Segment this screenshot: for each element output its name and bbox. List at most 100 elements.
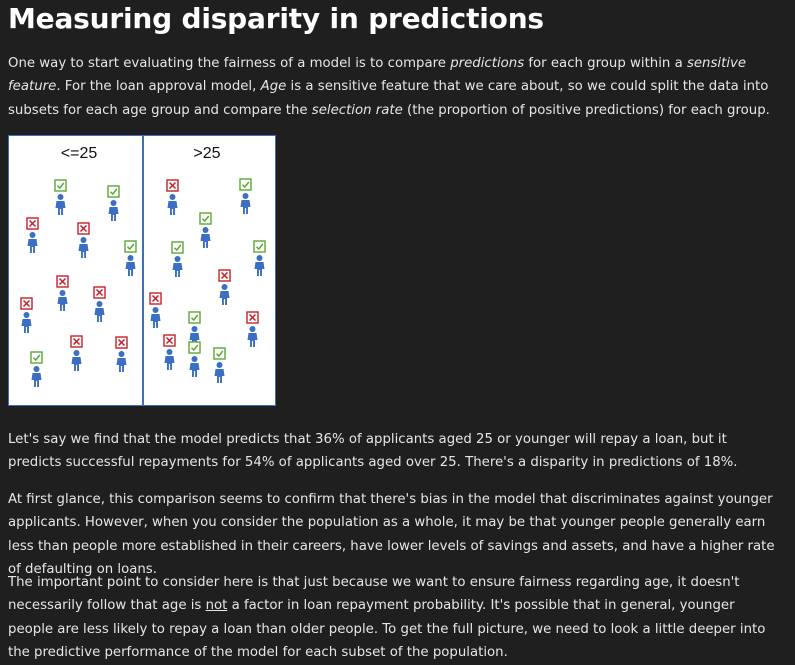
check-icon: [30, 351, 43, 364]
conclusion-paragraph: The important point to consider here is …: [8, 575, 766, 661]
person-icon: [240, 200, 251, 214]
person-icon: [254, 262, 265, 276]
check-mark: [190, 314, 199, 322]
person-head: [152, 307, 159, 313]
person-icon: [94, 308, 105, 322]
person-marker: [56, 275, 69, 311]
person-marker: [149, 292, 162, 328]
person-marker: [239, 178, 252, 214]
check-mark: [56, 182, 65, 190]
person-head: [59, 290, 66, 296]
person-marker: [115, 336, 128, 372]
person-marker: [163, 334, 176, 370]
person-marker: [253, 240, 266, 276]
person-marker: [166, 179, 179, 215]
check-mark: [241, 181, 250, 189]
check-icon: [124, 240, 137, 253]
person-head: [242, 193, 249, 199]
cross-mark: [168, 181, 177, 190]
person-head: [57, 194, 64, 200]
check-mark: [255, 243, 264, 251]
person-icon: [31, 373, 42, 387]
person-marker: [107, 185, 120, 221]
person-marker: [30, 351, 43, 387]
person-head: [169, 194, 176, 200]
person-head: [174, 256, 181, 262]
cross-mark: [248, 313, 257, 322]
person-head: [166, 349, 173, 355]
check-icon: [199, 212, 212, 225]
check-icon: [188, 311, 201, 324]
person-head: [23, 312, 30, 318]
person-icon: [116, 358, 127, 372]
person-head: [73, 350, 80, 356]
person-marker: [77, 222, 90, 258]
person-icon: [55, 201, 66, 215]
person-head: [202, 227, 209, 233]
person-marker: [93, 286, 106, 322]
check-icon: [253, 240, 266, 253]
cross-mark: [220, 271, 229, 280]
person-icon: [150, 314, 161, 328]
right-group-label: >25: [193, 145, 220, 162]
cross-mark: [151, 294, 160, 303]
person-marker: [70, 335, 83, 371]
age-group-figure: <=25 >25: [8, 135, 276, 406]
cross-mark: [58, 277, 67, 286]
person-head: [191, 326, 198, 332]
person-icon: [57, 297, 68, 311]
person-head: [118, 351, 125, 357]
person-head: [216, 362, 223, 368]
age-group-diagram: <=25 >25: [20, 136, 266, 405]
person-marker: [171, 241, 184, 277]
person-icon: [71, 357, 82, 371]
cross-mark: [79, 224, 88, 233]
person-marker: [218, 269, 231, 305]
person-marker: [246, 311, 259, 347]
cross-mark: [165, 336, 174, 345]
person-icon: [164, 356, 175, 370]
person-icon: [172, 263, 183, 277]
left-group-label: <=25: [61, 145, 98, 162]
bias-paragraph: At first glance, this comparison seems t…: [8, 492, 775, 578]
check-mark: [190, 344, 199, 352]
person-head: [256, 255, 263, 261]
check-icon: [239, 178, 252, 191]
check-icon: [188, 341, 201, 354]
person-icon: [189, 363, 200, 377]
check-icon: [54, 179, 67, 192]
person-head: [221, 284, 228, 290]
person-head: [33, 366, 40, 372]
check-mark: [201, 215, 210, 223]
cross-mark: [22, 299, 31, 308]
person-icon: [214, 369, 225, 383]
intro-paragraph: One way to start evaluating the fairness…: [8, 56, 770, 118]
person-icon: [167, 201, 178, 215]
person-head: [127, 255, 134, 261]
person-head: [110, 200, 117, 206]
check-icon: [213, 347, 226, 360]
check-icon: [171, 241, 184, 254]
person-marker: [213, 347, 226, 383]
cross-mark: [72, 337, 81, 346]
person-marker: [26, 217, 39, 253]
check-mark: [126, 243, 135, 251]
cross-mark: [28, 219, 37, 228]
person-marker: [124, 240, 137, 276]
person-icon: [125, 262, 136, 276]
person-marker: [188, 341, 201, 377]
person-marker: [54, 179, 67, 215]
check-mark: [173, 244, 182, 252]
person-head: [96, 301, 103, 307]
cross-mark: [117, 338, 126, 347]
check-mark: [32, 354, 41, 362]
person-icon: [108, 207, 119, 221]
check-icon: [107, 185, 120, 198]
person-marker: [20, 297, 33, 333]
check-mark: [215, 350, 224, 358]
person-head: [191, 356, 198, 362]
person-marker: [199, 212, 212, 248]
person-icon: [21, 319, 32, 333]
cross-mark: [95, 288, 104, 297]
check-mark: [109, 188, 118, 196]
